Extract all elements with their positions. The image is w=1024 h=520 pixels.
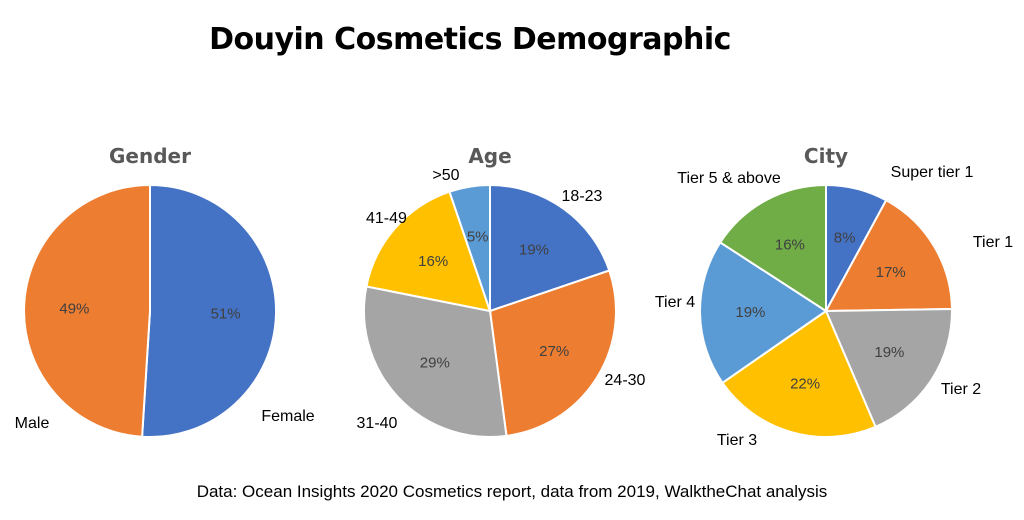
city-value-label-tier-1: 17%: [876, 264, 906, 281]
city-category-label-tier-4: Tier 4: [655, 294, 695, 311]
age-slice-31-40: [363, 285, 508, 438]
city-pie-chart: City 8% 17% 19% 22% 19% 16% Super tier 1 Tier 1…: [655, 144, 1013, 449]
gender-pie-chart: Gender 51% 49% Female Male: [15, 144, 315, 438]
city-value-label-tier-4: 19%: [735, 304, 765, 321]
city-category-label-super-tier-1: Super tier 1: [891, 164, 974, 181]
age-pie-chart: Age 19% 27% 29% 16% 5% 18-23 24-30 31-40 41-49 >5…: [357, 144, 646, 438]
gender-slice-male: [23, 183, 151, 438]
age-slice-over-50: [448, 183, 491, 312]
age-category-label-31-40: 31-40: [357, 415, 398, 432]
age-value-label-31-40: 29%: [420, 355, 450, 372]
city-value-label-super-tier-1: 8%: [834, 230, 856, 247]
age-category-label-18-23: 18-23: [562, 188, 603, 205]
age-value-label-over-50: 5%: [467, 228, 489, 245]
gender-category-label-female: Female: [261, 408, 314, 425]
gender-value-label-male: 49%: [59, 301, 89, 318]
city-category-label-tier-5-and-above: Tier 5 & above: [677, 170, 781, 187]
age-value-label-41-49: 16%: [418, 253, 448, 270]
city-slice-tier-3: [721, 309, 877, 438]
gender-slice-female: [141, 183, 277, 438]
city-slice-tier-1: [824, 198, 953, 313]
age-slice-18-23: [489, 183, 611, 313]
age-category-label-41-49: 41-49: [366, 210, 407, 227]
city-category-label-tier-1: Tier 1: [973, 234, 1013, 251]
gender-chart-title: Gender: [109, 144, 191, 168]
source-note: Data: Ocean Insights 2020 Cosmetics repo…: [196, 482, 828, 501]
gender-category-label-male: Male: [15, 415, 50, 432]
page-title: Douyin Cosmetics Demographic: [209, 22, 731, 57]
city-category-label-tier-2: Tier 2: [941, 381, 981, 398]
city-value-label-tier-3: 22%: [790, 376, 820, 393]
city-slice-tier-4: [699, 241, 828, 385]
city-chart-title: City: [804, 144, 848, 168]
age-category-label-over-50: >50: [432, 167, 459, 184]
city-value-label-tier-2: 19%: [874, 344, 904, 361]
city-value-label-tier-5-and-above: 16%: [775, 237, 805, 254]
city-slice-tier-5-and-above: [718, 183, 827, 313]
age-value-label-18-23: 19%: [519, 242, 549, 259]
age-chart-title: Age: [468, 144, 511, 168]
age-category-label-24-30: 24-30: [605, 372, 646, 389]
age-slice-24-30: [488, 269, 617, 438]
city-slice-tier-2: [824, 308, 953, 429]
city-category-label-tier-3: Tier 3: [717, 432, 757, 449]
age-value-label-24-30: 27%: [539, 343, 569, 360]
gender-value-label-female: 51%: [211, 305, 241, 322]
